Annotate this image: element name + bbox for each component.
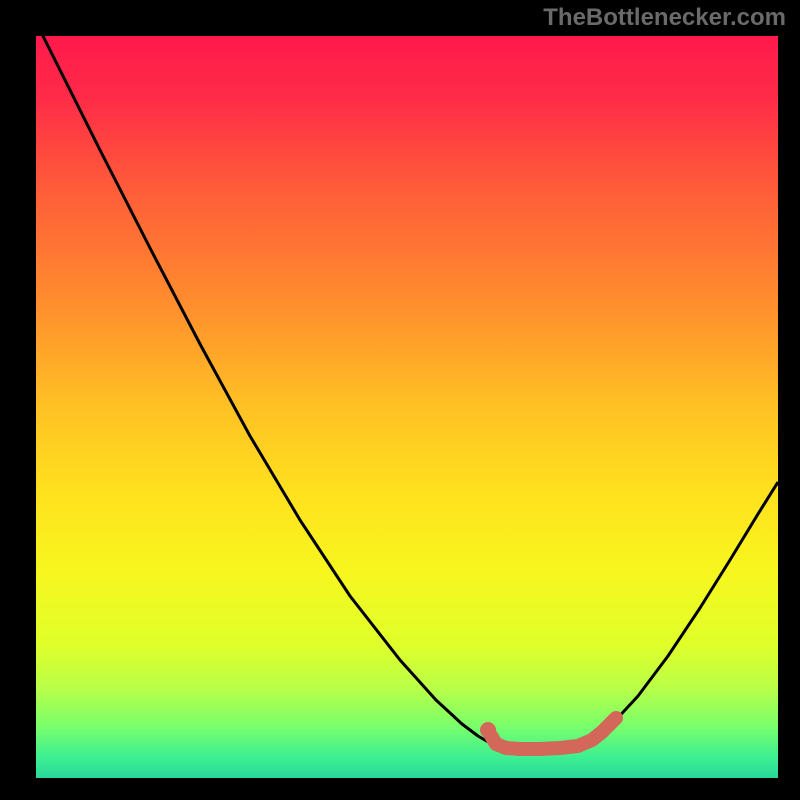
plot-area xyxy=(36,36,778,778)
gradient-background xyxy=(36,36,778,778)
chart-container: TheBottlenecker.com xyxy=(0,0,800,800)
watermark-text: TheBottlenecker.com xyxy=(543,4,786,32)
